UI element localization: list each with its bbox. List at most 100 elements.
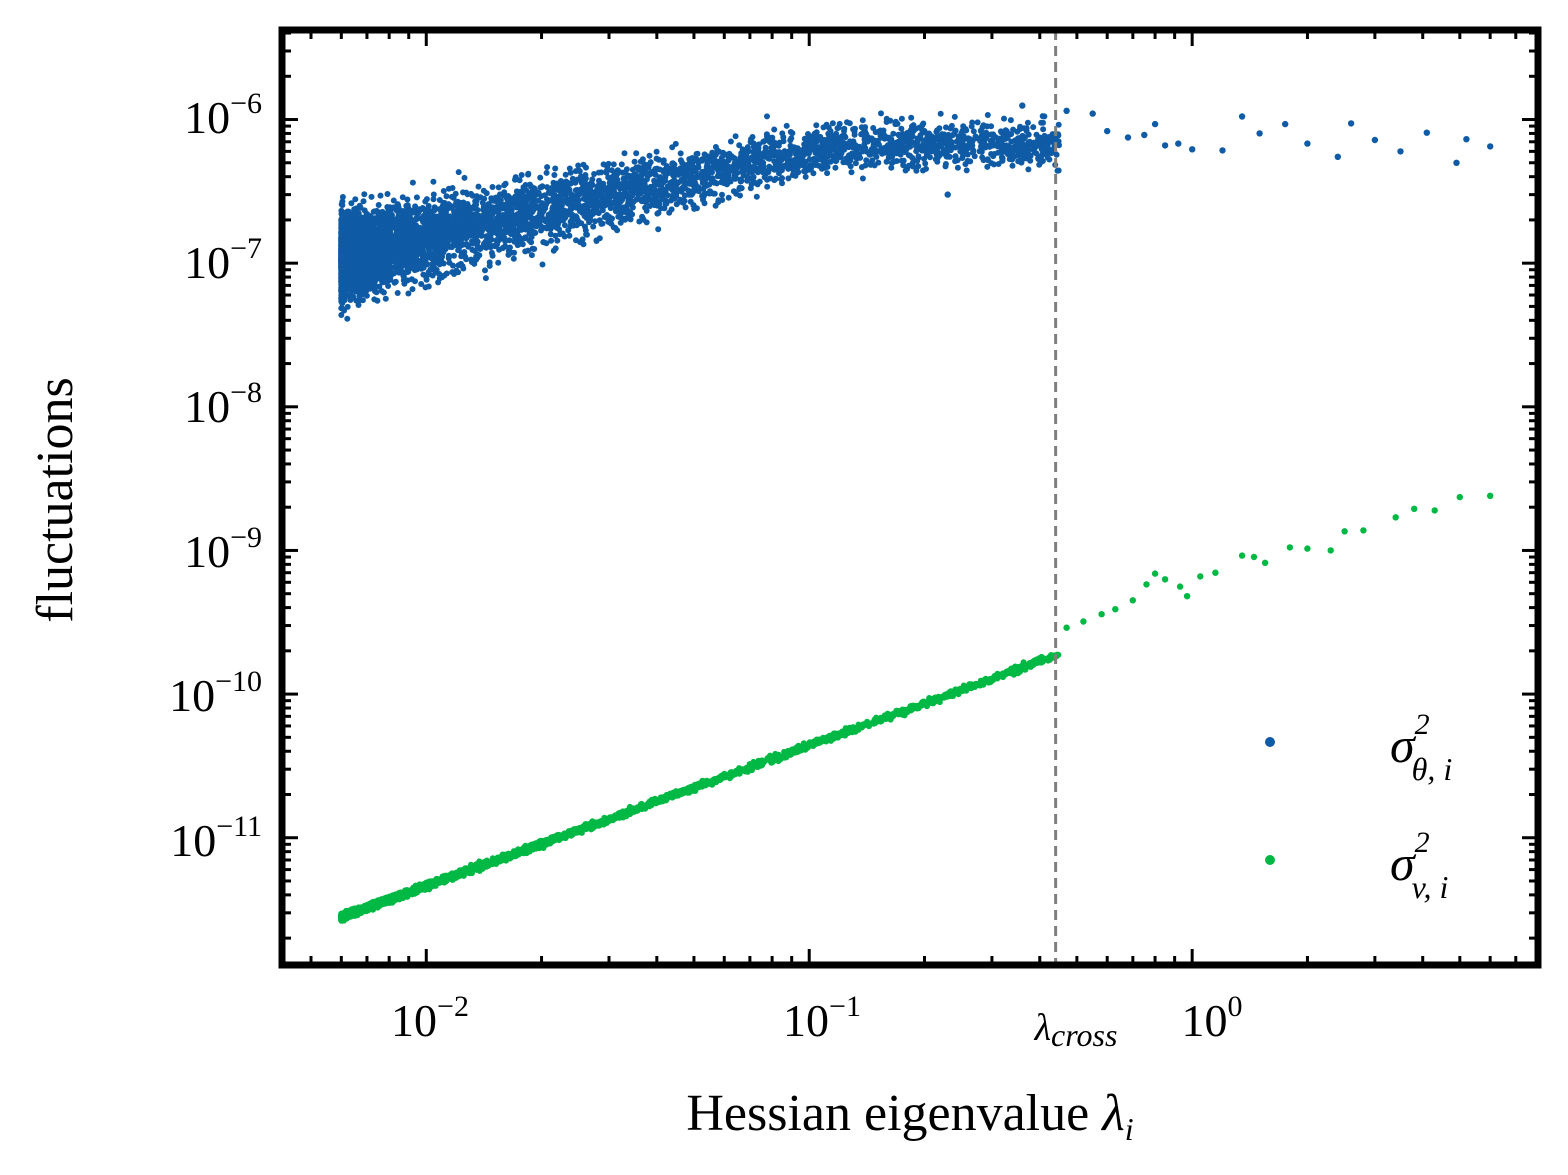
- point-sigma-theta: [673, 187, 680, 194]
- point-sigma-theta: [988, 123, 995, 130]
- point-sigma-theta: [639, 215, 646, 222]
- point-sigma-theta: [430, 191, 437, 198]
- point-sigma-theta: [644, 164, 651, 171]
- point-sigma-theta: [583, 189, 590, 196]
- point-sigma-theta: [761, 138, 768, 145]
- point-sigma-theta: [582, 172, 589, 178]
- point-sigma-theta: [430, 178, 437, 185]
- point-sigma-theta: [1007, 117, 1014, 124]
- point-sigma-theta: [399, 194, 406, 201]
- point-sigma-theta: [831, 144, 837, 151]
- point-sigma-theta: [839, 133, 845, 140]
- point-sigma-theta: [455, 224, 461, 231]
- point-sigma-theta: [436, 275, 443, 282]
- point-sigma-theta: [642, 204, 649, 211]
- point-sigma-theta: [572, 200, 579, 206]
- point-sigma-theta: [682, 204, 689, 211]
- point-sigma-theta: [596, 177, 602, 184]
- point-sigma-theta: [460, 265, 467, 272]
- point-sigma-theta: [564, 180, 571, 187]
- point-sigma-theta: [1033, 150, 1040, 157]
- point-sigma-theta: [393, 268, 400, 275]
- point-sigma-theta: [979, 140, 986, 147]
- point-sigma-theta: [567, 223, 574, 230]
- point-sigma-theta: [552, 232, 559, 239]
- point-sigma-theta: [888, 164, 895, 171]
- point-sigma-theta: [364, 211, 371, 218]
- point-sigma-theta: [535, 197, 542, 204]
- point-sigma-theta: [584, 199, 591, 206]
- point-sigma-theta: [922, 160, 929, 167]
- point-sigma-theta: [620, 175, 627, 182]
- point-sigma-theta: [473, 253, 480, 260]
- point-sigma-theta: [485, 241, 492, 248]
- point-sigma-theta: [847, 163, 854, 170]
- point-sigma-theta: [583, 231, 590, 238]
- point-sigma-theta: [652, 171, 658, 178]
- point-sigma-theta: [937, 110, 944, 117]
- point-sigma-theta: [818, 150, 825, 157]
- point-sigma-theta: [723, 161, 730, 168]
- point-sigma-theta: [653, 148, 660, 155]
- point-sigma-theta: [575, 162, 582, 169]
- point-sigma-theta: [477, 228, 483, 235]
- point-sigma-theta: [437, 216, 443, 223]
- point-sigma-theta: [606, 213, 613, 220]
- point-sigma-theta: [559, 189, 565, 196]
- point-sigma-theta: [420, 233, 427, 240]
- point-sigma-theta: [526, 181, 533, 188]
- point-sigma-theta: [949, 132, 956, 139]
- point-sigma-theta: [669, 160, 676, 167]
- point-sigma-theta: [344, 303, 351, 310]
- point-sigma-theta: [482, 275, 489, 282]
- point-sigma-theta: [401, 280, 408, 287]
- point-sigma-theta: [979, 154, 986, 161]
- point-sigma-theta: [701, 151, 708, 158]
- point-sigma-theta: [376, 283, 383, 290]
- point-sigma-theta: [702, 177, 709, 184]
- point-sigma-theta: [368, 193, 375, 200]
- point-sigma-theta: [629, 192, 636, 199]
- point-sigma-theta: [581, 178, 588, 185]
- point-sigma-theta: [1041, 113, 1048, 120]
- point-sigma-theta: [591, 171, 598, 177]
- point-sigma-theta: [525, 247, 532, 254]
- point-sigma-theta: [419, 256, 426, 263]
- point-sigma-theta: [813, 122, 820, 129]
- point-sigma-theta: [361, 280, 368, 287]
- point-sigma-theta: [443, 193, 450, 200]
- point-sigma-theta: [695, 160, 702, 166]
- point-sigma-theta: [795, 169, 802, 176]
- point-sigma-theta: [663, 163, 670, 170]
- point-sigma-theta: [774, 149, 781, 156]
- point-sigma-theta: [474, 243, 481, 250]
- point-sigma-theta: [713, 180, 720, 187]
- point-sigma-theta: [643, 176, 650, 183]
- point-sigma-theta: [937, 141, 944, 148]
- point-sigma-theta: [590, 223, 597, 230]
- point-sigma-theta: [753, 193, 760, 200]
- point-sigma-theta: [833, 130, 840, 137]
- point-sigma-theta: [449, 213, 456, 220]
- point-sigma-theta: [743, 152, 750, 159]
- point-sigma-theta: [1037, 153, 1044, 160]
- point-sigma-theta: [847, 138, 854, 145]
- point-sigma-theta: [995, 149, 1001, 156]
- point-sigma-theta: [1054, 167, 1061, 174]
- point-sigma-theta: [666, 209, 673, 216]
- point-sigma-theta: [404, 196, 411, 203]
- point-sigma-theta: [771, 158, 778, 165]
- point-sigma-theta: [988, 151, 995, 157]
- point-sigma-theta: [427, 266, 434, 273]
- point-sigma-theta: [936, 125, 943, 132]
- point-sigma-theta: [1030, 124, 1037, 131]
- point-sigma-theta: [603, 168, 610, 175]
- point-sigma-theta: [848, 169, 855, 176]
- point-sigma-theta: [517, 196, 524, 203]
- minor-ticks: [282, 30, 1540, 965]
- point-sigma-theta: [437, 240, 444, 247]
- point-sigma-theta: [733, 164, 740, 171]
- point-sigma-theta: [851, 131, 858, 138]
- point-sigma-theta: [633, 150, 640, 157]
- point-sigma-theta: [984, 163, 991, 170]
